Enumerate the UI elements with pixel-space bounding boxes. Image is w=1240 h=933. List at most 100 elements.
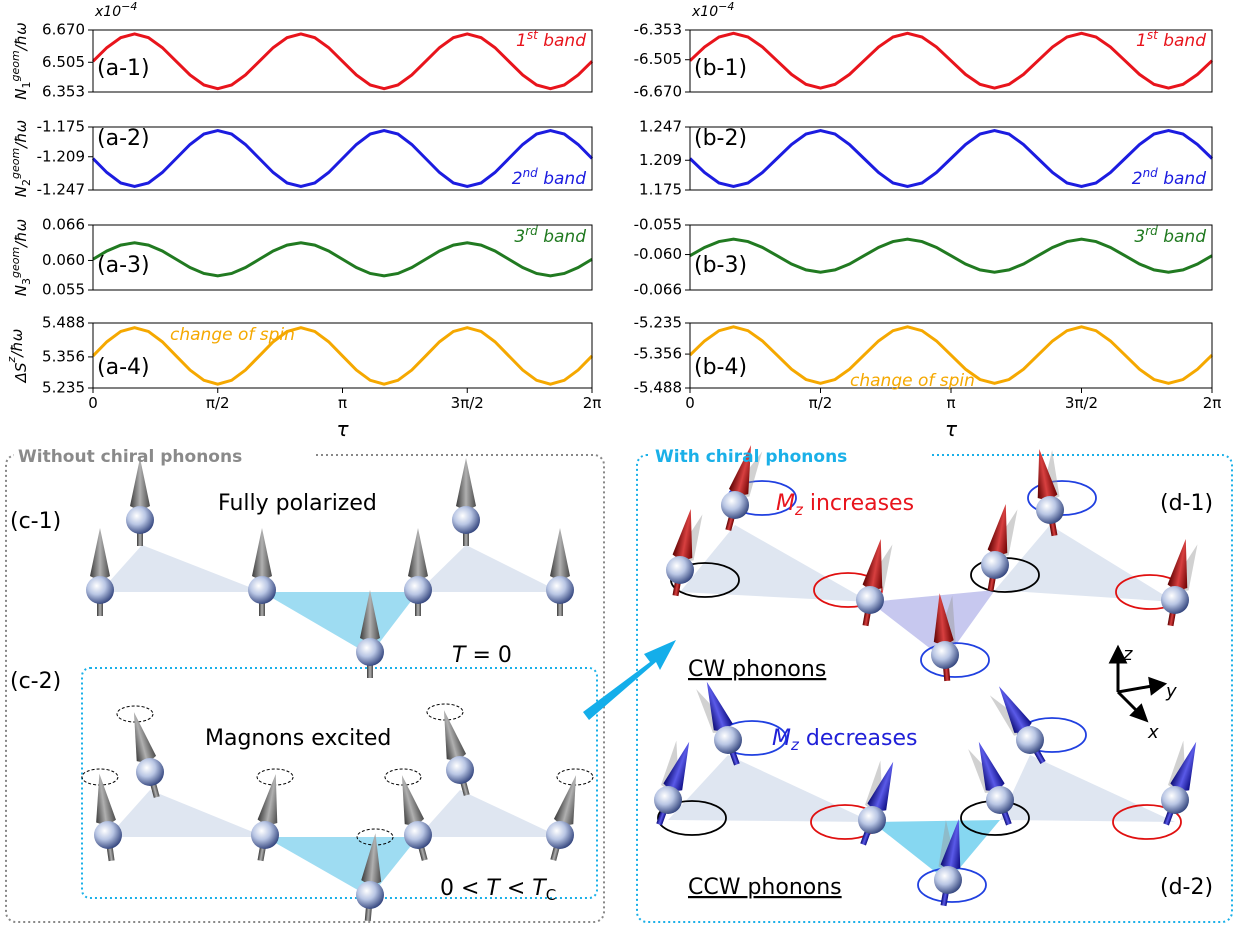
annotation: 1st band xyxy=(516,28,586,51)
panel-label: (b-4) xyxy=(694,355,747,380)
x-tick-label: π/2 xyxy=(809,394,833,412)
spin-cone xyxy=(257,772,286,826)
x-axis-label: τ xyxy=(945,417,958,441)
y-axis-label-sub: 2 xyxy=(20,179,33,186)
spin-arrow xyxy=(1029,447,1064,537)
y-tick-label: -1.247 xyxy=(37,181,85,199)
annotation: 2nd band xyxy=(512,166,586,189)
lattice-face xyxy=(418,790,560,837)
x-tick-label: 3π/2 xyxy=(451,394,484,412)
temperature-part: 0 < xyxy=(440,876,486,901)
spin-site xyxy=(654,786,682,814)
spin xyxy=(983,681,1051,767)
y-tick-label: -6.505 xyxy=(634,50,682,68)
panel-label: (c-2) xyxy=(10,669,61,694)
lattice-face xyxy=(100,545,262,592)
lattice-face xyxy=(668,755,872,822)
panel-label: (b-1) xyxy=(694,56,747,81)
lattice-face xyxy=(265,837,418,897)
line-chart: -1.175-1.209-1.247(a-2)2nd bandN2geom/ħω xyxy=(9,118,592,199)
y-tick-label: -1.209 xyxy=(37,147,85,165)
y-tick-label: 0.066 xyxy=(42,216,85,234)
y-tick-label: -0.060 xyxy=(634,245,682,263)
spin-site xyxy=(404,821,432,849)
annotation: change of spin xyxy=(850,371,975,391)
panel-label: (d-2) xyxy=(1160,875,1213,900)
y-axis-label: ΔSz/ħω xyxy=(5,329,30,384)
spin-site xyxy=(666,556,694,584)
temperature: 0 < T < TC xyxy=(440,876,556,904)
x-tick-label: π xyxy=(338,394,347,412)
diagram-art xyxy=(6,443,1232,922)
line-chart: -0.055-0.060-0.066(b-3)3rd band xyxy=(634,216,1212,299)
spin-arrow xyxy=(124,710,166,800)
lattice-face xyxy=(262,592,418,655)
y-axis-label-sup: geom xyxy=(9,247,22,278)
spin-cone xyxy=(434,708,467,762)
annotation-tail: band xyxy=(1158,169,1206,189)
panel-label: (a-4) xyxy=(97,355,150,380)
y-tick-label: 6.353 xyxy=(42,83,85,101)
annotation-text: 3 xyxy=(514,227,525,247)
spin-site xyxy=(856,586,884,614)
offset-label-base: x10 xyxy=(94,4,121,20)
annotation-sup: nd xyxy=(523,166,539,180)
axis-label: x xyxy=(1147,722,1159,743)
temperature-rest: = 0 xyxy=(465,643,511,668)
annotation: 3rd band xyxy=(1134,224,1206,247)
y-tick-label: 1.175 xyxy=(639,181,682,199)
y-tick-label: -1.175 xyxy=(37,118,85,136)
y-axis-label-tail: /ħω xyxy=(12,22,30,52)
x-tick-label: 0 xyxy=(685,394,695,412)
y-tick-label: -5.488 xyxy=(634,379,682,397)
panel-label: (b-2) xyxy=(694,126,747,151)
annotation-tail: band xyxy=(1158,31,1206,51)
y-tick-label: 5.488 xyxy=(42,314,85,332)
y-axis-label-base: N xyxy=(12,186,30,197)
spin xyxy=(1157,738,1206,828)
panel-title: Magnons excited xyxy=(205,726,391,751)
spin-site xyxy=(714,726,742,754)
spin-site xyxy=(986,786,1014,814)
offset-label: x10−4 xyxy=(94,0,137,20)
spin-site xyxy=(248,576,276,604)
offset-label-sup: −4 xyxy=(718,0,734,13)
x-tick-label: 2π xyxy=(583,394,602,412)
annotation-text: 2 xyxy=(1132,169,1143,189)
x-tick-label: 2π xyxy=(1203,394,1222,412)
spin-arrow xyxy=(544,773,586,863)
lattice-face xyxy=(418,545,560,592)
y-axis-label-tail: /ħω xyxy=(8,329,26,359)
y-tick-label: 5.356 xyxy=(42,347,85,365)
panel-label: (d-1) xyxy=(1160,491,1213,516)
line-chart: 0.0660.0600.055(a-3)3rd bandN3geom/ħω xyxy=(9,216,592,299)
x-tick-label: π/2 xyxy=(206,394,230,412)
data-line xyxy=(690,33,1212,88)
spin-site xyxy=(446,756,474,784)
annotation: 3rd band xyxy=(514,224,586,247)
figure: 6.6706.5056.353(a-1)1st bandN1geom/ħωx10… xyxy=(0,0,1240,933)
spin-site xyxy=(981,551,1009,579)
annotation: change of spin xyxy=(170,325,295,345)
y-axis-label-sub: 1 xyxy=(20,82,33,89)
x-tick-label: π xyxy=(946,394,955,412)
spin xyxy=(251,772,286,862)
spin-cone xyxy=(90,528,110,579)
spin-site xyxy=(546,821,574,849)
spin-cone xyxy=(550,528,570,579)
y-tick-label: -0.055 xyxy=(634,216,682,234)
spin-site xyxy=(404,576,432,604)
spin-arrow xyxy=(434,708,476,798)
offset-label: x10−4 xyxy=(691,0,734,20)
line-chart: 5.4885.3565.2350π/2π3π/22π(a-4)change of… xyxy=(5,314,601,442)
y-axis-label: N2geom/ħω xyxy=(9,120,33,197)
y-axis-label: N3geom/ħω xyxy=(9,219,33,296)
spin xyxy=(546,528,574,616)
axis-label: z xyxy=(1122,644,1133,665)
panel-title: Mz decreases xyxy=(772,726,918,754)
annotation: 1st band xyxy=(1136,28,1206,51)
title-rest: increases xyxy=(803,491,914,516)
